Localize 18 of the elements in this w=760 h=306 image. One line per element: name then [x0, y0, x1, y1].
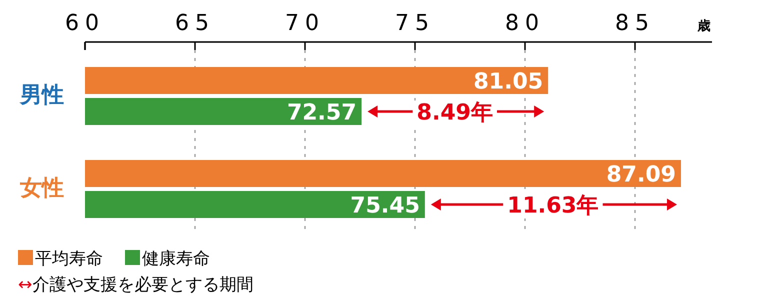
- data-label: 87.09: [606, 162, 676, 188]
- x-tick-label: 65: [175, 11, 215, 36]
- data-label: 72.57: [286, 100, 357, 126]
- x-axis-title: 歳: [696, 19, 710, 34]
- annotation: 8.49年: [416, 100, 493, 126]
- annotation: 11.63年: [507, 194, 599, 218]
- x-tick-label: 60: [65, 11, 105, 36]
- text: ↔介護や支援を必要とする期間: [18, 275, 254, 295]
- y-tick-label: 男性: [19, 83, 64, 108]
- y-tick-label: 女性: [19, 176, 64, 201]
- x-tick-label: 70: [285, 11, 325, 36]
- x-tick-label: 75: [395, 11, 435, 36]
- data-label: 81.05: [474, 70, 544, 94]
- legend-label: 平均寿命: [35, 249, 103, 269]
- legend-label: 健康寿命: [142, 249, 210, 269]
- x-tick-label: 80: [505, 11, 545, 36]
- data-label: 75.45: [350, 194, 420, 218]
- x-tick-label: 85: [615, 11, 655, 36]
